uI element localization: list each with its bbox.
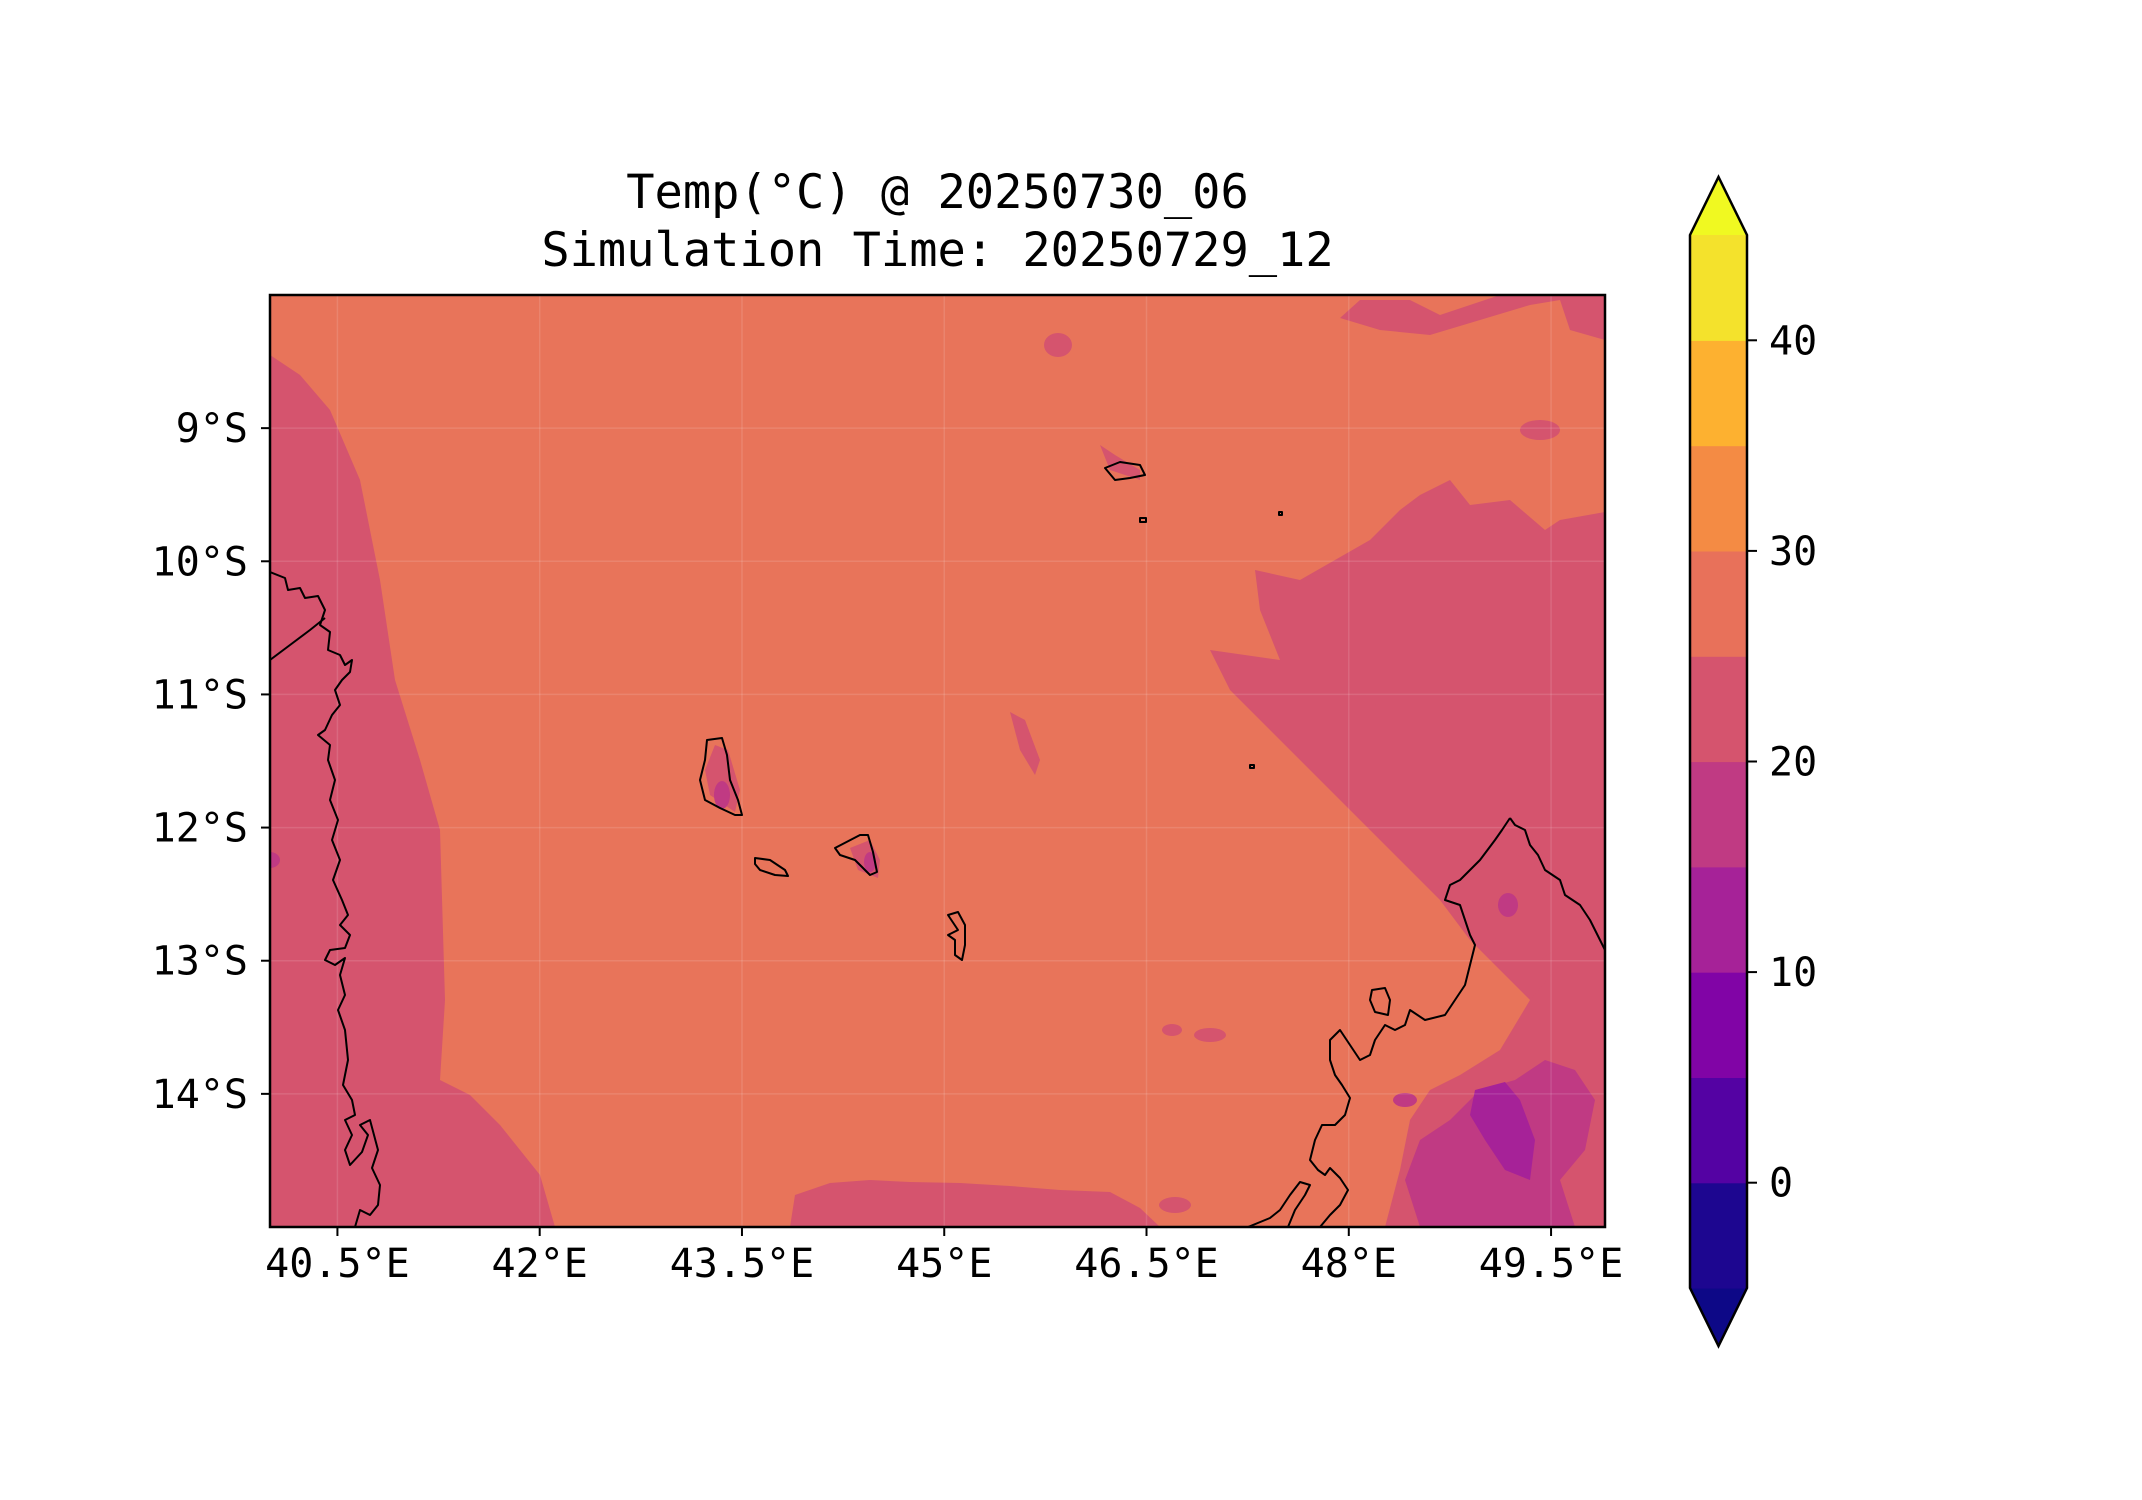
colorbar-extend-under — [1690, 1288, 1747, 1346]
island-nosy-be — [1369, 987, 1391, 1016]
island-anjouan — [834, 834, 878, 876]
field-cool-west — [270, 355, 555, 1227]
y-tick-label: 14°S — [152, 1072, 248, 1118]
colorbar-outline — [1688, 174, 1749, 1349]
colorbar: 0 10 20 30 40 — [1688, 174, 1817, 1349]
field-cold-patch — [1498, 893, 1518, 917]
x-axis: 40.5°E 42°E 43.5°E 45°E 46.5°E 48°E 49.5°E — [265, 1227, 1623, 1287]
y-tick-label: 11°S — [152, 672, 248, 718]
field-cool-patch — [1159, 1197, 1191, 1213]
field-cool-northeast — [1340, 295, 1605, 340]
field-cold-patch — [270, 852, 280, 868]
colorbar-band — [1690, 1182, 1747, 1289]
field-cold-patch — [1393, 1093, 1417, 1107]
x-tick-label: 46.5°E — [1074, 1241, 1219, 1287]
field-cool-patch — [1044, 333, 1072, 357]
gridlines — [270, 295, 1605, 1227]
y-tick-label: 12°S — [152, 806, 248, 852]
colorbar-band — [1690, 1077, 1747, 1184]
colorbar-band — [1690, 550, 1747, 657]
island-grande-comore — [699, 737, 743, 816]
coastline-border — [270, 617, 326, 661]
colorbar-tick-label: 10 — [1769, 950, 1817, 996]
colorbar-band — [1690, 972, 1747, 1078]
field-cool-patch — [705, 745, 740, 812]
coastlines — [270, 461, 1605, 1227]
temperature-field — [270, 295, 1605, 1227]
colorbar-tick-label: 20 — [1769, 740, 1817, 786]
x-tick-label: 43.5°E — [670, 1241, 815, 1287]
island-mayotte — [947, 911, 966, 961]
field-cool-patch — [1162, 1024, 1182, 1036]
colorbar-band — [1690, 445, 1747, 552]
coastline-madagascar-sw — [1247, 1181, 1311, 1227]
y-tick-label: 10°S — [152, 539, 248, 585]
colorbar-band — [1690, 656, 1747, 763]
y-tick-label: 9°S — [176, 406, 248, 452]
island-small — [1249, 764, 1255, 769]
map-frame — [268, 293, 1607, 1229]
field-cool-south — [790, 1180, 1160, 1227]
field-cool-patch — [1478, 850, 1570, 960]
coastline-africa — [270, 571, 381, 1227]
x-tick-label: 40.5°E — [265, 1241, 410, 1287]
chart-subtitle: Simulation Time: 20250729_12 — [541, 223, 1334, 278]
field-colder-southeast — [1470, 1082, 1535, 1180]
colorbar-band — [1690, 340, 1747, 447]
island-moheli — [754, 857, 789, 877]
colorbar-extend-over — [1690, 177, 1747, 235]
coastline-madagascar-west — [1309, 817, 1511, 1227]
field-cool-patch — [1010, 712, 1040, 775]
colorbar-tick-label: 0 — [1769, 1161, 1793, 1207]
island-aldabra — [1104, 461, 1146, 481]
colorbar-tick-label: 40 — [1769, 318, 1817, 364]
x-tick-label: 49.5°E — [1479, 1241, 1624, 1287]
x-tick-label: 48°E — [1301, 1241, 1397, 1287]
chart-title: Temp(°C) @ 20250730_06 — [626, 165, 1249, 220]
field-cool-patch — [1520, 420, 1560, 440]
x-tick-label: 45°E — [896, 1241, 992, 1287]
x-tick-label: 42°E — [492, 1241, 588, 1287]
y-axis: 9°S 10°S 11°S 12°S 13°S 14°S — [152, 406, 270, 1118]
field-cold-patch — [714, 781, 730, 809]
field-cool-patch — [1340, 695, 1376, 715]
coastline-madagascar-north — [1509, 817, 1605, 951]
y-tick-label: 13°S — [152, 939, 248, 985]
island-small — [1278, 511, 1283, 516]
field-cool-patch — [1194, 1028, 1226, 1042]
colorbar-tick-label: 30 — [1769, 529, 1817, 575]
island-small — [1139, 517, 1147, 523]
colorbar-band — [1690, 235, 1747, 341]
colorbar-band — [1690, 866, 1747, 973]
colorbar-band — [1690, 761, 1747, 868]
